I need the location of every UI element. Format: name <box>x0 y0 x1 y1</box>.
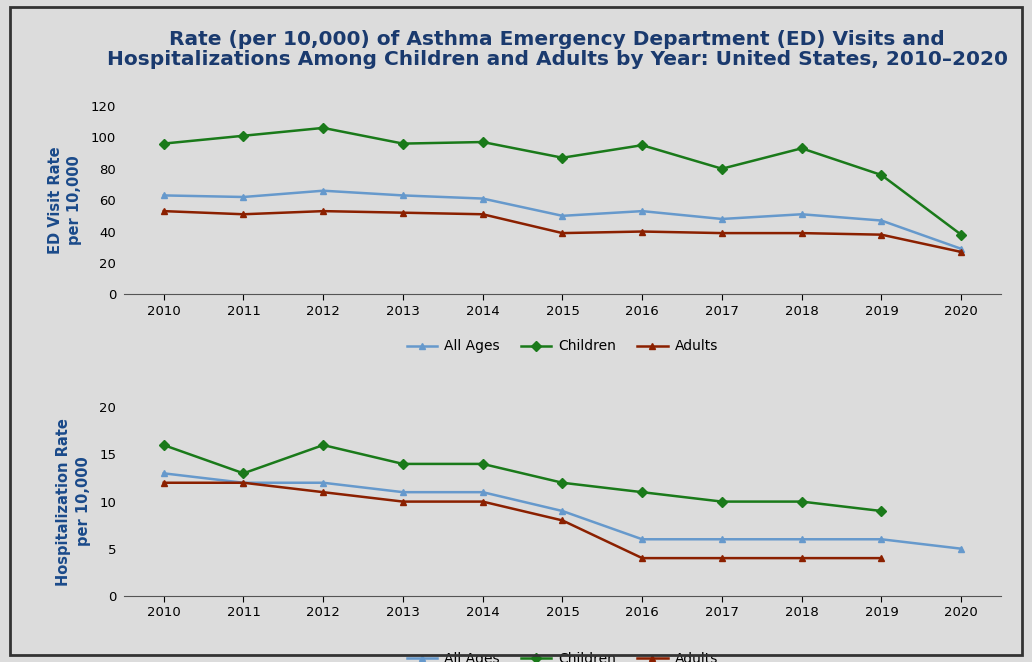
Adults <box>556 516 569 524</box>
Adults <box>237 211 250 218</box>
Children <box>477 460 489 468</box>
Line: Adults: Adults <box>160 479 884 561</box>
Adults <box>636 228 648 236</box>
Adults <box>636 554 648 562</box>
Children <box>875 507 888 515</box>
Line: All Ages: All Ages <box>160 187 965 252</box>
All Ages <box>396 191 409 199</box>
Text: Rate (per 10,000) of Asthma Emergency Department (ED) Visits and: Rate (per 10,000) of Asthma Emergency De… <box>169 30 945 49</box>
Children <box>396 460 409 468</box>
Adults <box>396 209 409 216</box>
Y-axis label: Hospitalization Rate
per 10,000: Hospitalization Rate per 10,000 <box>56 418 91 585</box>
All Ages <box>875 216 888 224</box>
Children <box>796 498 808 506</box>
Adults <box>716 229 729 237</box>
Text: Hospitalizations Among Children and Adults by Year: United States, 2010–2020: Hospitalizations Among Children and Adul… <box>106 50 1008 69</box>
Legend: All Ages, Children, Adults: All Ages, Children, Adults <box>401 334 723 359</box>
All Ages <box>955 245 967 253</box>
All Ages <box>477 488 489 496</box>
Children <box>158 441 170 449</box>
All Ages <box>477 195 489 203</box>
All Ages <box>636 207 648 215</box>
All Ages <box>158 191 170 199</box>
Adults <box>477 498 489 506</box>
Children <box>396 140 409 148</box>
Adults <box>158 207 170 215</box>
Adults <box>875 554 888 562</box>
All Ages <box>158 469 170 477</box>
Legend: All Ages, Children, Adults: All Ages, Children, Adults <box>401 647 723 662</box>
Y-axis label: ED Visit Rate
per 10,000: ED Visit Rate per 10,000 <box>47 146 83 254</box>
Adults <box>158 479 170 487</box>
Children <box>796 144 808 152</box>
Adults <box>237 479 250 487</box>
Children <box>237 469 250 477</box>
Children <box>317 124 329 132</box>
All Ages <box>237 479 250 487</box>
Adults <box>477 211 489 218</box>
Adults <box>716 554 729 562</box>
Children <box>556 154 569 162</box>
Children <box>556 479 569 487</box>
Children <box>237 132 250 140</box>
All Ages <box>317 187 329 195</box>
All Ages <box>636 536 648 544</box>
Adults <box>796 554 808 562</box>
All Ages <box>716 536 729 544</box>
Children <box>716 165 729 173</box>
Children <box>955 230 967 238</box>
Line: All Ages: All Ages <box>160 470 965 552</box>
Adults <box>317 207 329 215</box>
Children <box>158 140 170 148</box>
Line: Children: Children <box>160 124 965 238</box>
Line: Adults: Adults <box>160 208 965 256</box>
All Ages <box>796 211 808 218</box>
All Ages <box>716 215 729 223</box>
Adults <box>396 498 409 506</box>
Children <box>317 441 329 449</box>
Children <box>716 498 729 506</box>
Line: Children: Children <box>160 442 884 514</box>
Adults <box>556 229 569 237</box>
Adults <box>875 230 888 238</box>
Adults <box>955 248 967 256</box>
All Ages <box>955 545 967 553</box>
Adults <box>796 229 808 237</box>
Adults <box>317 488 329 496</box>
All Ages <box>796 536 808 544</box>
All Ages <box>556 507 569 515</box>
All Ages <box>237 193 250 201</box>
Children <box>636 141 648 149</box>
All Ages <box>396 488 409 496</box>
Children <box>636 488 648 496</box>
Children <box>477 138 489 146</box>
All Ages <box>317 479 329 487</box>
All Ages <box>556 212 569 220</box>
All Ages <box>875 536 888 544</box>
Children <box>875 171 888 179</box>
